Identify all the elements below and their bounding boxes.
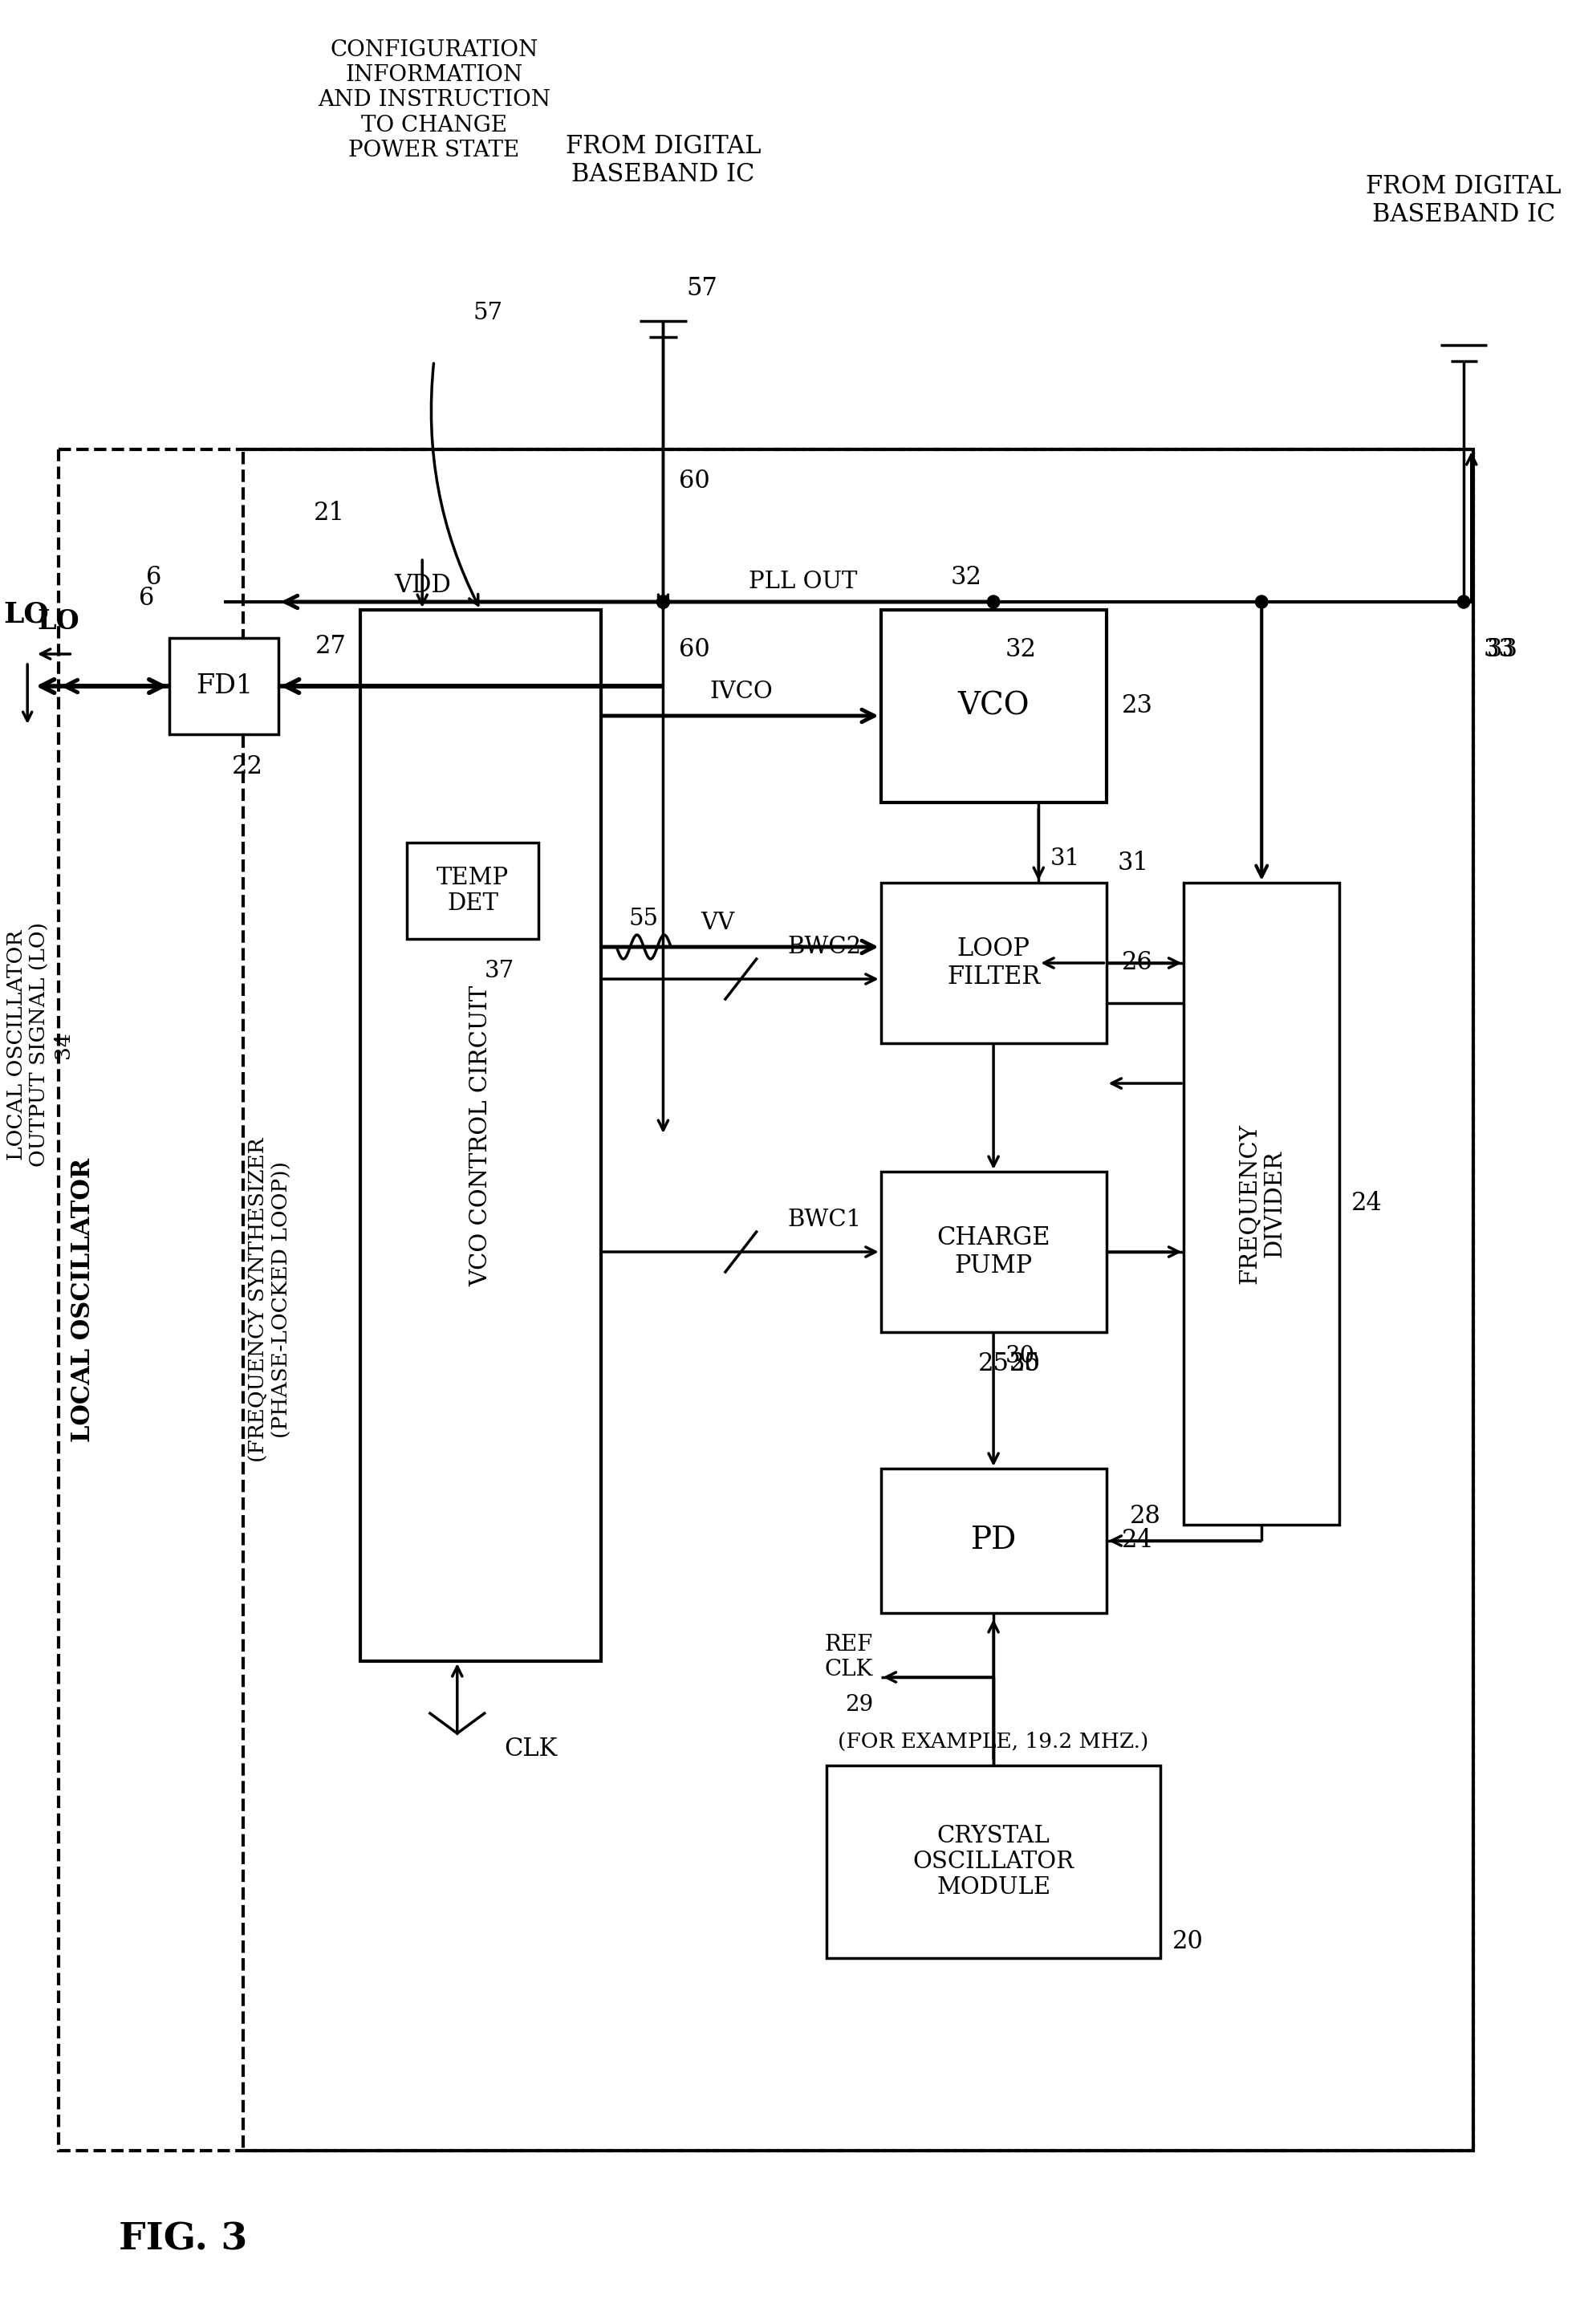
Text: 28: 28 bbox=[1130, 1504, 1160, 1529]
Text: LOCAL OSCILLATOR: LOCAL OSCILLATOR bbox=[71, 1157, 96, 1443]
Text: 20: 20 bbox=[1173, 1929, 1204, 1954]
Circle shape bbox=[987, 595, 999, 609]
Circle shape bbox=[1458, 595, 1470, 609]
Bar bbox=[881, 1469, 1106, 1613]
Text: 24: 24 bbox=[1351, 1192, 1382, 1215]
Text: FREQUENCY
DIVIDER: FREQUENCY DIVIDER bbox=[1237, 1122, 1286, 1283]
Text: 23: 23 bbox=[1122, 695, 1154, 718]
Bar bbox=[881, 1171, 1106, 1332]
Text: 30: 30 bbox=[1005, 1346, 1035, 1367]
Text: IVCO: IVCO bbox=[709, 681, 772, 702]
Text: VCO: VCO bbox=[958, 690, 1029, 720]
Text: REF
CLK: REF CLK bbox=[824, 1634, 873, 1680]
Text: 30: 30 bbox=[1009, 1353, 1040, 1376]
Text: VCO CONTROL CIRCUIT: VCO CONTROL CIRCUIT bbox=[470, 985, 492, 1285]
Text: 25: 25 bbox=[977, 1353, 1009, 1376]
Text: 27: 27 bbox=[315, 634, 347, 658]
Bar bbox=[407, 844, 539, 939]
Text: 57: 57 bbox=[473, 302, 503, 325]
Text: 6: 6 bbox=[147, 565, 162, 590]
Text: 31: 31 bbox=[1050, 848, 1080, 869]
Text: 6: 6 bbox=[139, 586, 154, 611]
Text: BWC1: BWC1 bbox=[788, 1208, 862, 1232]
Text: 60: 60 bbox=[679, 469, 709, 495]
Circle shape bbox=[657, 595, 670, 609]
Text: (FREQUENCY SYNTHESIZER
(PHASE-LOCKED LOOP)): (FREQUENCY SYNTHESIZER (PHASE-LOCKED LOO… bbox=[249, 1139, 293, 1462]
Bar bbox=[58, 449, 1474, 2150]
Circle shape bbox=[657, 595, 670, 609]
Text: VV: VV bbox=[701, 911, 734, 934]
Text: 33: 33 bbox=[1483, 637, 1515, 662]
Circle shape bbox=[1256, 595, 1267, 609]
Bar bbox=[826, 1766, 1160, 1959]
Text: (FOR EXAMPLE, 19.2 MHZ.): (FOR EXAMPLE, 19.2 MHZ.) bbox=[838, 1731, 1149, 1752]
Text: 32: 32 bbox=[950, 565, 982, 590]
Text: 60: 60 bbox=[679, 637, 709, 662]
Text: CHARGE
PUMP: CHARGE PUMP bbox=[936, 1225, 1050, 1278]
Bar bbox=[881, 609, 1106, 802]
Text: LO: LO bbox=[3, 600, 49, 627]
Text: 33: 33 bbox=[1488, 637, 1518, 662]
Text: 32: 32 bbox=[1005, 637, 1037, 662]
Text: VDD: VDD bbox=[394, 574, 451, 597]
Text: 26: 26 bbox=[1122, 951, 1154, 976]
Circle shape bbox=[657, 595, 670, 609]
Text: 24: 24 bbox=[1122, 1529, 1152, 1552]
Text: PLL OUT: PLL OUT bbox=[749, 572, 857, 593]
Bar bbox=[244, 449, 1474, 2150]
Text: 55: 55 bbox=[629, 909, 659, 930]
Bar bbox=[359, 609, 600, 1662]
Text: 25: 25 bbox=[1009, 1353, 1040, 1376]
Text: FIG. 3: FIG. 3 bbox=[120, 2219, 247, 2257]
Text: TEMP
DET: TEMP DET bbox=[437, 867, 509, 916]
Text: 57: 57 bbox=[687, 277, 717, 302]
Text: LOOP
FILTER: LOOP FILTER bbox=[947, 937, 1040, 990]
Text: CONFIGURATION
INFORMATION
AND INSTRUCTION
TO CHANGE
POWER STATE: CONFIGURATION INFORMATION AND INSTRUCTIO… bbox=[317, 40, 550, 160]
Text: 37: 37 bbox=[484, 960, 514, 983]
Text: FROM DIGITAL
BASEBAND IC: FROM DIGITAL BASEBAND IC bbox=[1366, 174, 1562, 228]
Text: 21: 21 bbox=[314, 502, 345, 525]
Text: 22: 22 bbox=[232, 753, 263, 779]
Text: LOCAL OSCILLATOR
OUTPUT SIGNAL (LO)
34: LOCAL OSCILLATOR OUTPUT SIGNAL (LO) 34 bbox=[6, 923, 72, 1167]
Text: CRYSTAL
OSCILLATOR
MODULE: CRYSTAL OSCILLATOR MODULE bbox=[913, 1824, 1075, 1899]
Bar bbox=[170, 639, 279, 734]
Text: CLK: CLK bbox=[504, 1736, 558, 1762]
Bar bbox=[1184, 883, 1340, 1525]
Text: FD1: FD1 bbox=[195, 674, 252, 700]
Text: 31: 31 bbox=[1117, 851, 1149, 876]
Text: LO: LO bbox=[38, 609, 80, 634]
Text: 29: 29 bbox=[845, 1694, 873, 1715]
Text: FROM DIGITAL
BASEBAND IC: FROM DIGITAL BASEBAND IC bbox=[566, 135, 761, 188]
Bar bbox=[881, 883, 1106, 1043]
Text: BWC2: BWC2 bbox=[788, 937, 862, 957]
Text: PD: PD bbox=[971, 1527, 1017, 1555]
